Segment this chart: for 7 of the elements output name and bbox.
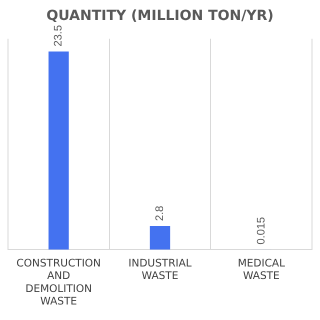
chart-title: QUANTITY (MILLION TON/YR) (46, 8, 274, 24)
x-tick-label: INDUSTRIAL WASTE (128, 258, 192, 282)
x-tick-label: MEDICAL WASTE (238, 258, 286, 282)
data-label: 2.8 (154, 206, 166, 221)
data-label: 0.015 (255, 216, 268, 244)
data-label: 23.5 (52, 25, 65, 46)
x-tick-label: CONSTRUCTION AND DEMOLITION WASTE (16, 258, 101, 308)
